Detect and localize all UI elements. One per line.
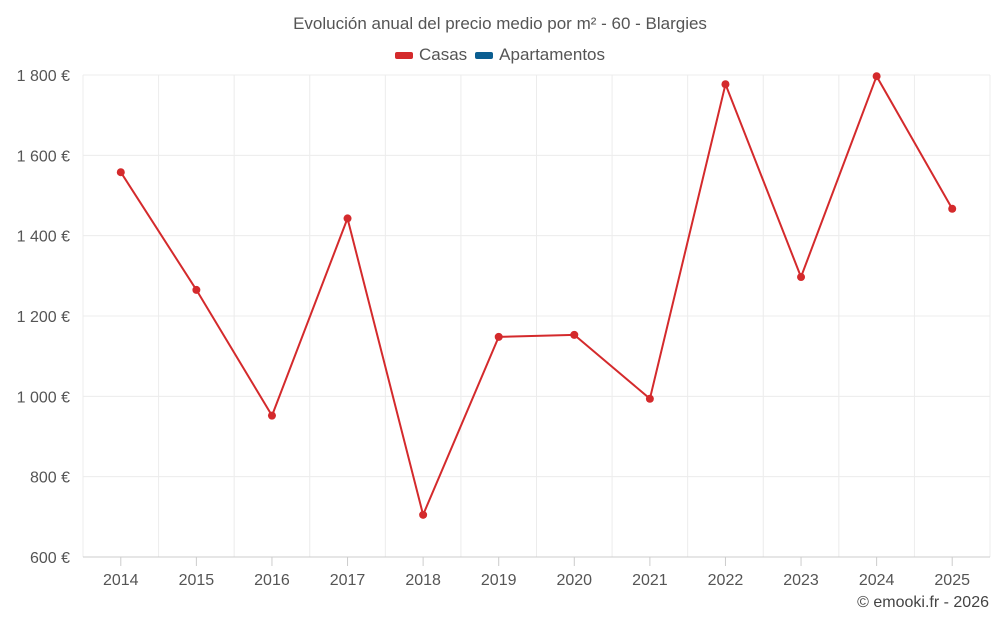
data-point-casas <box>570 330 579 339</box>
y-tick-label: 1 000 € <box>17 389 70 406</box>
x-tick-label: 2017 <box>330 572 366 589</box>
data-point-casas <box>797 273 806 282</box>
legend-item-casas[interactable]: Casas <box>394 45 468 65</box>
x-tick-label: 2025 <box>934 572 970 589</box>
y-tick-label: 1 200 € <box>17 309 70 326</box>
x-tick-label: 2020 <box>556 572 592 589</box>
data-point-casas <box>645 394 654 403</box>
y-tick-label: 800 € <box>30 470 70 487</box>
legend-item-apartamentos[interactable]: Apartamentos <box>475 45 605 65</box>
series-line-casas <box>119 75 954 516</box>
x-tick-label: 2024 <box>859 572 895 589</box>
x-tick-label: 2021 <box>632 572 668 589</box>
y-tick-label: 1 800 € <box>17 68 70 85</box>
x-tick-label: 2016 <box>254 572 290 589</box>
data-point-casas <box>494 332 503 341</box>
legend-swatch-apartamentos <box>475 51 494 59</box>
x-tick-label: 2019 <box>481 572 517 589</box>
data-point-casas <box>419 510 428 519</box>
data-point-casas <box>343 214 352 223</box>
data-point-casas <box>192 285 201 294</box>
y-tick-label: 600 € <box>30 550 70 567</box>
credits-text: © emooki.fr - 2026 <box>857 594 989 611</box>
data-point-casas <box>872 72 881 81</box>
legend-swatch-casas <box>394 51 413 59</box>
y-tick-label: 1 400 € <box>17 229 70 246</box>
data-point-casas <box>721 80 730 89</box>
x-tick-label: 2018 <box>405 572 441 589</box>
legend: Casas Apartamentos <box>0 45 1000 65</box>
data-point-casas <box>267 411 276 420</box>
x-tick-label: 2022 <box>708 572 744 589</box>
x-tick-label: 2015 <box>179 572 215 589</box>
x-tick-label: 2014 <box>103 572 139 589</box>
x-tick-label: 2023 <box>783 572 819 589</box>
legend-label-casas: Casas <box>418 45 468 64</box>
y-tick-label: 1 600 € <box>17 148 70 165</box>
data-point-casas <box>948 204 957 213</box>
chart-title: Evolución anual del precio medio por m² … <box>293 14 707 33</box>
legend-label-apartamentos: Apartamentos <box>499 45 606 64</box>
data-point-casas <box>116 168 125 177</box>
